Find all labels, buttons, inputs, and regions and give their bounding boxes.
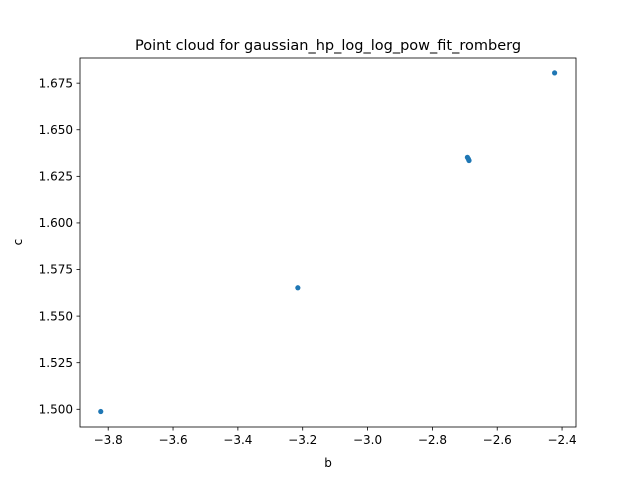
- x-axis-label: b: [324, 456, 332, 470]
- x-tick-label: −3.8: [94, 433, 123, 447]
- data-point: [466, 157, 472, 164]
- x-tick-label: −2.8: [418, 433, 447, 447]
- y-tick-label: 1.500: [39, 402, 73, 416]
- x-tick-label: −3.4: [223, 433, 252, 447]
- y-tick-label: 1.625: [39, 170, 73, 184]
- y-tick-label: 1.675: [39, 76, 73, 90]
- x-tick-label: −2.6: [483, 433, 512, 447]
- y-tick-label: 1.575: [39, 263, 73, 277]
- x-tick-label: −3.0: [353, 433, 382, 447]
- chart-title: Point cloud for gaussian_hp_log_log_pow_…: [135, 38, 521, 54]
- y-tick-label: 1.650: [39, 123, 73, 137]
- data-points: [98, 70, 558, 415]
- y-tick-label: 1.600: [39, 216, 73, 230]
- data-point: [295, 285, 301, 291]
- data-point: [98, 408, 104, 415]
- x-tick-label: −3.2: [288, 433, 317, 447]
- x-tick-label: −2.4: [547, 433, 576, 447]
- x-axis-ticks: −3.8 −3.6 −3.4 −3.2 −3.0 −2.8 −2.6 −2.4: [94, 427, 577, 447]
- plot-frame: [79, 57, 577, 428]
- y-axis-label: c: [11, 239, 25, 246]
- y-tick-label: 1.525: [39, 356, 73, 370]
- data-point: [552, 70, 558, 76]
- x-tick-label: −3.6: [158, 433, 187, 447]
- y-tick-label: 1.550: [39, 309, 73, 323]
- y-axis-ticks: 1.500 1.525 1.550 1.575 1.600 1.625 1.650 1.675: [39, 76, 80, 416]
